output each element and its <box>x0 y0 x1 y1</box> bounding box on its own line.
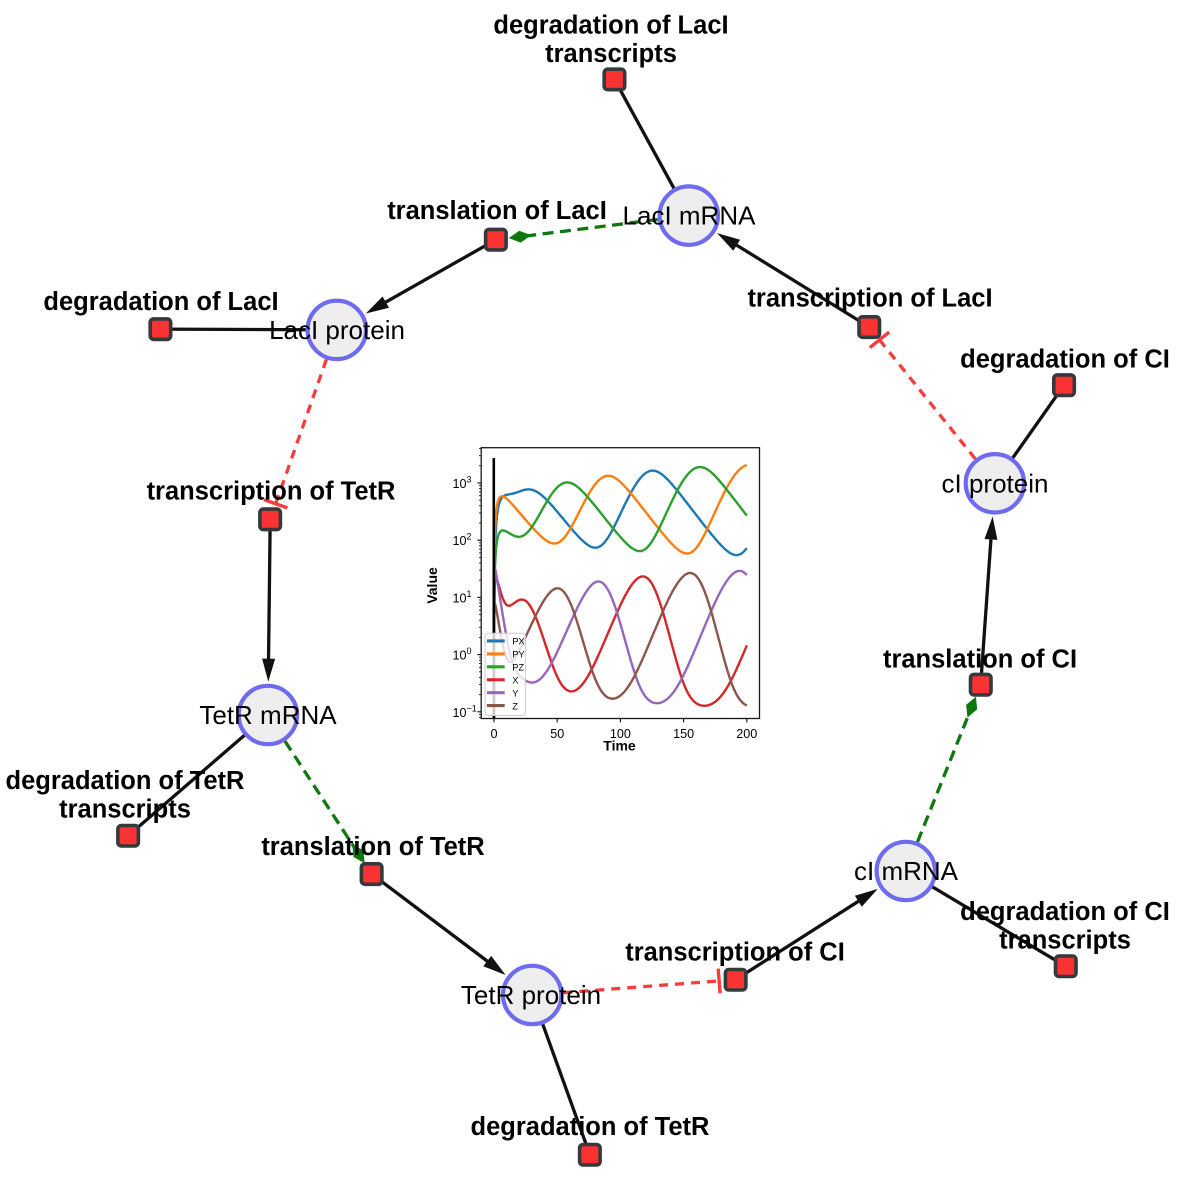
svg-text:Y: Y <box>512 688 518 698</box>
svg-text:degradation of LacI: degradation of LacI <box>493 12 728 40</box>
svg-text:PZ: PZ <box>512 663 524 673</box>
svg-text:X: X <box>512 676 518 686</box>
svg-text:LacI protein: LacI protein <box>269 315 405 345</box>
svg-text:0: 0 <box>490 727 497 741</box>
svg-text:degradation of LacI: degradation of LacI <box>43 288 278 316</box>
svg-text:transcription of LacI: transcription of LacI <box>747 285 992 313</box>
svg-text:Value: Value <box>424 567 440 604</box>
svg-text:degradation of TetR: degradation of TetR <box>471 1113 710 1141</box>
svg-text:100: 100 <box>610 727 631 741</box>
svg-text:TetR mRNA: TetR mRNA <box>199 700 337 730</box>
svg-text:translation of TetR: translation of TetR <box>261 833 484 861</box>
svg-text:150: 150 <box>673 727 694 741</box>
svg-text:degradation of CI: degradation of CI <box>960 898 1170 926</box>
svg-text:degradation of CI: degradation of CI <box>960 346 1170 374</box>
svg-text:Z: Z <box>512 701 518 711</box>
svg-text:translation of CI: translation of CI <box>883 646 1077 674</box>
svg-text:degradation of TetR: degradation of TetR <box>6 767 245 795</box>
svg-text:translation of LacI: translation of LacI <box>387 197 607 225</box>
svg-text:TetR protein: TetR protein <box>461 980 601 1010</box>
svg-text:transcription of TetR: transcription of TetR <box>147 478 396 506</box>
svg-text:cI mRNA: cI mRNA <box>854 856 959 886</box>
svg-text:transcripts: transcripts <box>59 795 191 823</box>
svg-text:transcripts: transcripts <box>999 927 1131 955</box>
svg-text:cI protein: cI protein <box>942 468 1049 498</box>
svg-text:LacI mRNA: LacI mRNA <box>623 201 757 231</box>
svg-text:transcription of CI: transcription of CI <box>625 938 845 966</box>
svg-text:50: 50 <box>550 727 564 741</box>
svg-text:PY: PY <box>512 650 524 660</box>
svg-text:200: 200 <box>736 727 757 741</box>
svg-text:transcripts: transcripts <box>545 40 677 68</box>
svg-text:Time: Time <box>603 738 636 754</box>
svg-text:PX: PX <box>512 637 524 647</box>
